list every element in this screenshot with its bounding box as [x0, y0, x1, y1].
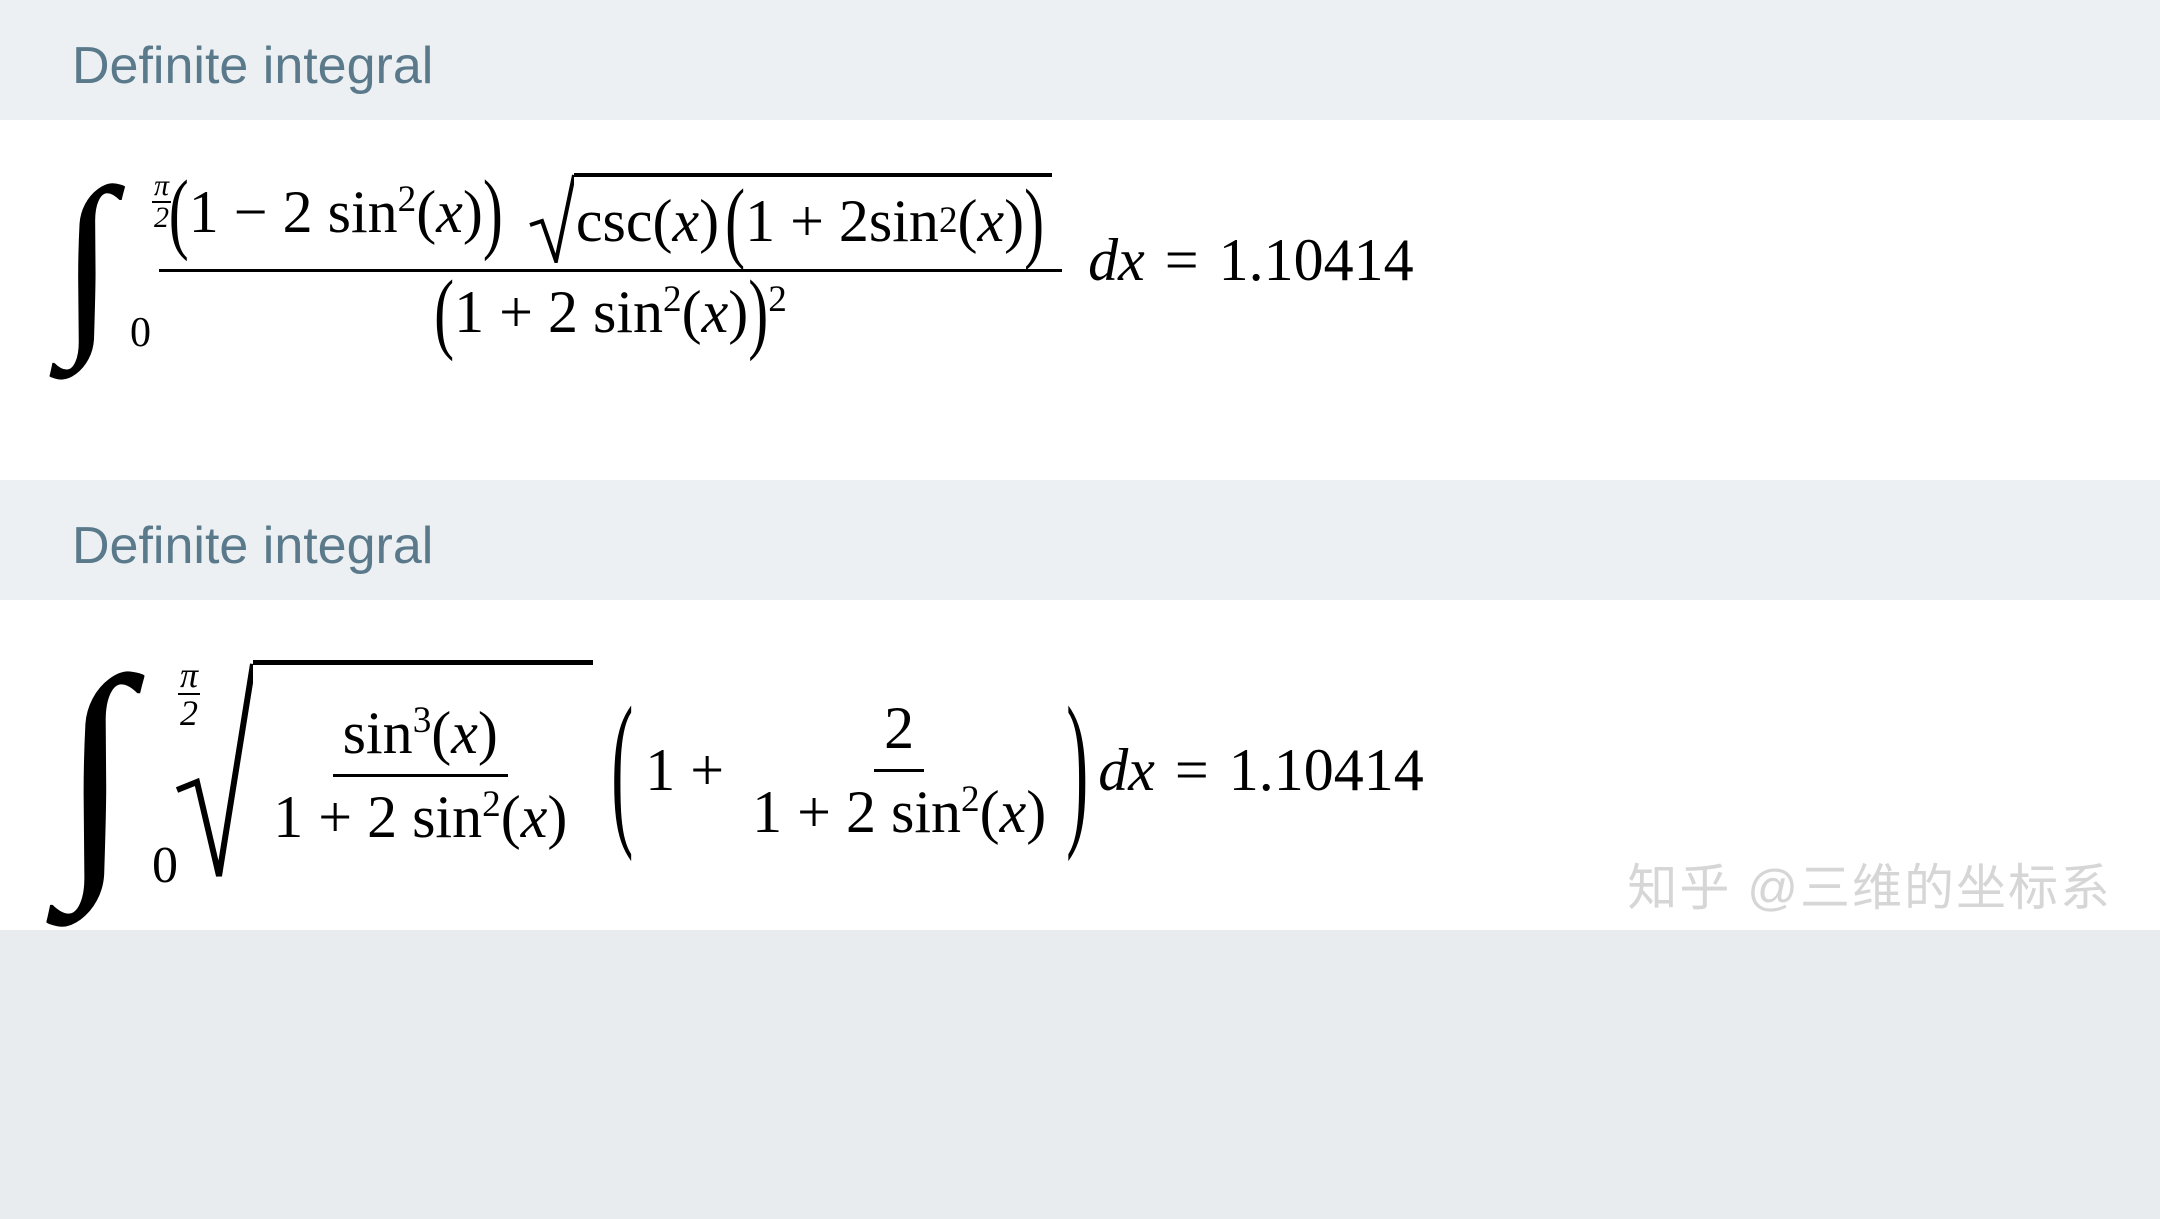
paren-fraction-2: 2 1 + 2 sin2(x)	[742, 694, 1056, 847]
radicand-1: csc(x) (1 + 2 sin2(x))	[574, 173, 1052, 263]
lower-limit-1: 0	[130, 312, 151, 354]
result-1: 1.10414	[1219, 226, 1414, 295]
upper-limit-2: π 2	[178, 654, 200, 731]
integral-symbol-1: ∫ π 2 0	[60, 160, 115, 360]
main-fraction-1: (1 − 2 sin2(x)) csc(x) (1 + 2 sin2(x)) (…	[159, 173, 1062, 347]
dx-2: dx	[1098, 736, 1155, 805]
section-definite-integral-1: Definite integral ∫ π 2 0 (1 − 2 sin2(x)…	[0, 0, 2160, 480]
sqrt-1: csc(x) (1 + 2 sin2(x))	[528, 173, 1052, 263]
sqrt-frac-num-2: sin3(x)	[333, 699, 508, 777]
paren-frac-den-2: 1 + 2 sin2(x)	[742, 772, 1056, 847]
formula-card-1: ∫ π 2 0 (1 − 2 sin2(x))	[0, 120, 2160, 480]
paren-group-2: ( 1 + 2 1 + 2 sin2(x) )	[609, 694, 1090, 847]
radical-icon	[528, 173, 574, 263]
upper-limit-den-2: 2	[178, 695, 200, 731]
section-title-2: Definite integral	[0, 480, 2160, 600]
section-title-1: Definite integral	[0, 0, 2160, 120]
paren-frac-num-2: 2	[874, 694, 924, 772]
upper-limit-num-2: π	[178, 657, 200, 695]
equals-1: =	[1165, 226, 1199, 295]
lower-limit-2: 0	[152, 840, 178, 892]
sqrt-2: sin3(x) 1 + 2 sin2(x)	[175, 660, 593, 880]
radicand-2: sin3(x) 1 + 2 sin2(x)	[253, 660, 593, 880]
result-2: 1.10414	[1229, 736, 1424, 805]
numerator-1: (1 − 2 sin2(x)) csc(x) (1 + 2 sin2(x))	[159, 173, 1062, 272]
integral-symbol-2: ∫ π 2 0	[60, 640, 131, 900]
formula-1: ∫ π 2 0 (1 − 2 sin2(x))	[60, 160, 2100, 360]
dx-1: dx	[1088, 226, 1145, 295]
sqrt-frac-den-2: 1 + 2 sin2(x)	[263, 777, 577, 852]
denominator-1: (1 + 2 sin2(x))2	[424, 272, 797, 347]
sqrt-fraction-2: sin3(x) 1 + 2 sin2(x)	[263, 699, 577, 852]
section-definite-integral-2: Definite integral ∫ π 2 0	[0, 480, 2160, 930]
watermark: 知乎 @三维的坐标系	[1627, 848, 2112, 920]
equals-2: =	[1175, 736, 1209, 805]
